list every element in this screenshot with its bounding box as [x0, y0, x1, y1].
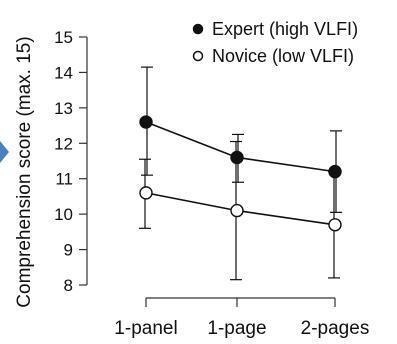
legend: Expert (high VLFI) Novice (low VLFI)	[192, 19, 358, 66]
data-point	[139, 115, 153, 129]
y-tick-label: 13	[54, 99, 73, 118]
series-line	[145, 121, 336, 173]
y-tick-label: 15	[54, 28, 73, 47]
data-point	[328, 218, 342, 232]
legend-marker-novice	[192, 50, 204, 62]
y-tick-label: 11	[55, 170, 73, 189]
y-tick-label: 14	[54, 63, 73, 82]
data-point	[139, 186, 153, 200]
legend-label-novice: Novice (low VLFI)	[212, 46, 354, 66]
y-axis: 8 9 10 11 12 13 14 15	[54, 28, 88, 295]
legend-marker-expert	[192, 23, 204, 35]
series-novice	[139, 140, 342, 281]
data-point	[328, 164, 342, 179]
x-tick-label: 1-panel	[114, 318, 177, 339]
y-tick-label: 9	[64, 241, 73, 260]
y-tick-label: 10	[54, 205, 73, 224]
y-tick-label: 12	[54, 134, 73, 153]
series-layer	[139, 66, 342, 281]
data-point	[230, 150, 244, 165]
legend-label-expert: Expert (high VLFI)	[212, 19, 358, 39]
data-point	[230, 203, 244, 218]
edge-arrow-marker	[0, 141, 9, 163]
y-axis-label: Comprehension score (max. 15)	[14, 36, 35, 307]
x-axis: 1-panel 1-page 2-pages	[114, 297, 370, 339]
x-tick-label: 1-page	[207, 318, 266, 339]
y-tick-label: 8	[64, 276, 73, 295]
series-expert	[139, 66, 342, 213]
x-tick-label: 2-pages	[301, 318, 370, 339]
